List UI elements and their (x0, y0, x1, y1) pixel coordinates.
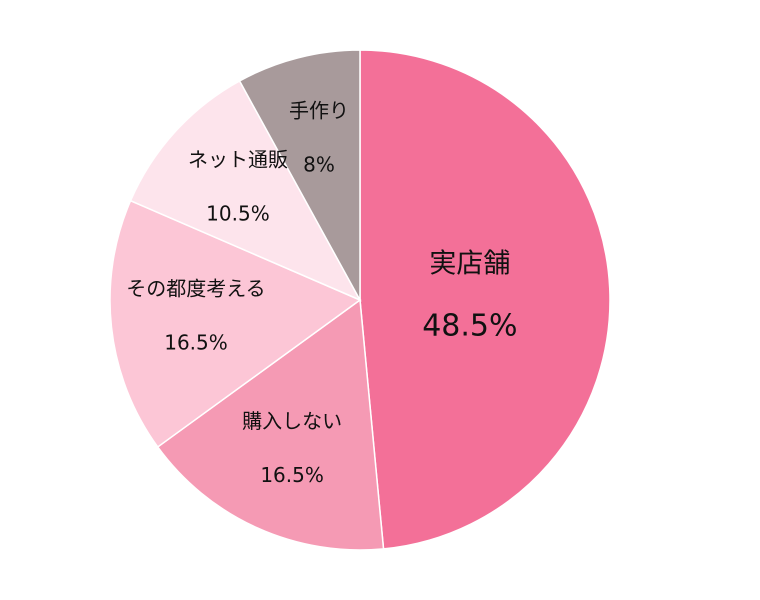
slice-label: 実店舗 (429, 248, 510, 279)
slice-label: 手作り (289, 99, 349, 123)
pie-slice (129, 79, 362, 302)
pie-slice (359, 49, 611, 550)
slice-value-label: 16.5% (260, 463, 324, 487)
pie-slice (238, 49, 361, 301)
slice-label: その都度考える (126, 277, 265, 301)
pie-slice (109, 199, 362, 448)
slice-value-label: 8% (303, 153, 335, 177)
slice-label: 購入しない (242, 409, 342, 433)
slice-label: ネット通販 (188, 147, 288, 171)
slice-value-label: 48.5% (422, 308, 517, 343)
slice-value-label: 10.5% (206, 201, 270, 225)
slice-value-label: 16.5% (164, 331, 228, 355)
pie-slice (156, 298, 385, 551)
